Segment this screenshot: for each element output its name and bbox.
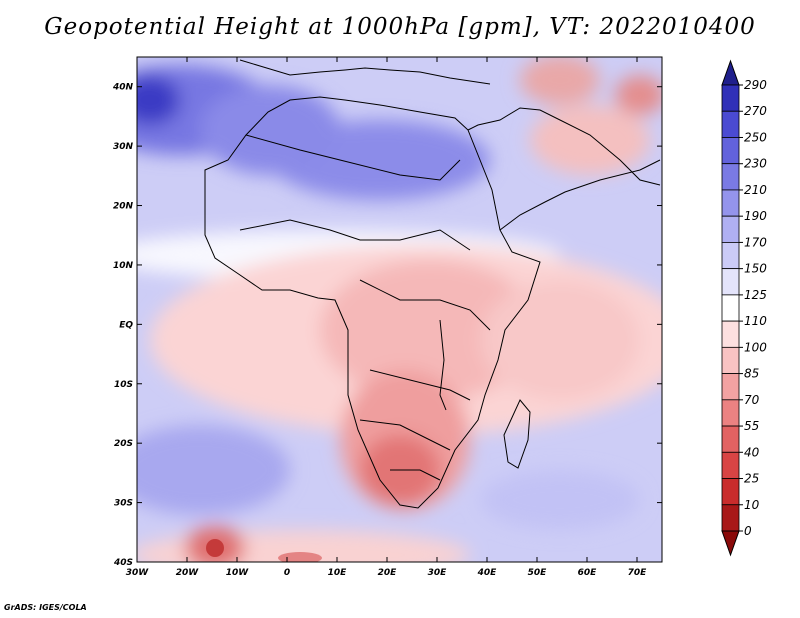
colorbar-box	[721, 294, 740, 322]
colorbar-label: 190	[744, 209, 767, 223]
lon-tick-label: 70E	[628, 568, 648, 578]
colorbar-label: 150	[744, 262, 767, 276]
colorbar-box	[721, 84, 740, 112]
colorbar-box	[721, 373, 740, 401]
lon-tick-label: 0	[284, 568, 290, 578]
colorbar-label: 85	[744, 367, 759, 381]
colorbar-box	[721, 399, 740, 427]
colorbar-label: 55	[744, 419, 759, 433]
lat-tick-label: 40S	[113, 558, 133, 568]
lon-tick-label: 50E	[528, 568, 548, 578]
coastlines	[204, 59, 661, 509]
colorbar-label: 230	[744, 157, 767, 171]
colorbar-label: 125	[744, 288, 767, 302]
lat-tick-label: 40N	[112, 83, 134, 93]
lat-tick-label: 20S	[114, 439, 133, 449]
lon-tick-label: 30E	[428, 568, 448, 578]
colorbar-box	[721, 242, 740, 270]
lon-tick-label: 60E	[578, 568, 598, 578]
colorbar-box	[721, 137, 740, 165]
colorbar-box	[721, 425, 740, 453]
colorbar-box	[721, 163, 740, 191]
longitude-axis: 30W 20W 10W 0 10E 20E 30E 40E 50E 60E 70E	[126, 57, 647, 578]
colorbar-label: 0	[744, 524, 752, 538]
colorbar-label: 250	[744, 130, 767, 144]
colorbar-box	[721, 110, 740, 138]
lon-tick-label: 10W	[226, 568, 250, 578]
colorbar-box	[721, 346, 740, 374]
lat-tick-label: 30N	[113, 142, 134, 152]
colorbar-label: 110	[744, 314, 767, 328]
colorbar-box	[721, 268, 740, 296]
colorbar-label: 40	[744, 445, 760, 459]
colorbar-label: 100	[744, 340, 767, 354]
lon-tick-label: 40E	[477, 568, 498, 578]
colorbar-box	[721, 189, 740, 217]
lon-tick-label: 20W	[176, 568, 200, 578]
lon-tick-label: 20E	[378, 568, 398, 578]
height-field	[137, 57, 662, 562]
plot-frame	[136, 56, 663, 563]
lon-tick-label: 30W	[126, 568, 150, 578]
lat-tick-label: 30S	[114, 499, 133, 509]
colorbar-label: 10	[744, 498, 760, 512]
latitude-axis: 40N 30N 20N 10N EQ 10S 20S 30S 40S	[112, 83, 662, 568]
colorbar-box	[721, 504, 740, 532]
colorbar-label: 270	[744, 104, 767, 118]
lat-tick-label: 20N	[113, 202, 134, 212]
colorbar-box	[721, 320, 740, 348]
colorbar-label: 25	[744, 472, 759, 486]
colorbar-label: 70	[744, 393, 760, 407]
colorbar-label: 170	[744, 235, 767, 249]
chart-title: Geopotential Height at 1000hPa [gpm], VT…	[44, 14, 756, 40]
colorbar: 2902702502302101901701501251101008570554…	[721, 59, 767, 557]
colorbar-min-arrow	[721, 530, 740, 557]
lat-tick-label: EQ	[119, 320, 133, 330]
colorbar-box	[721, 478, 740, 506]
colorbar-box	[721, 215, 740, 243]
colorbar-label: 290	[744, 78, 767, 92]
colorbar-label: 210	[744, 183, 767, 197]
lat-tick-label: 10N	[113, 261, 134, 271]
lon-tick-label: 10E	[328, 568, 348, 578]
colorbar-box	[721, 451, 740, 479]
colorbar-max-arrow	[721, 59, 740, 86]
lat-tick-label: 10S	[114, 380, 133, 390]
grads-credit: GrADS: IGES/COLA	[4, 603, 87, 612]
